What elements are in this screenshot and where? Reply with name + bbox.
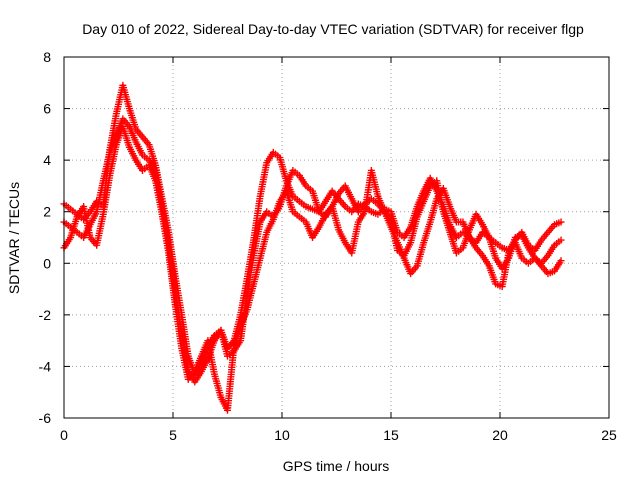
y-tick-label: -6: [39, 410, 52, 426]
y-tick-label: 6: [43, 101, 51, 117]
data-markers: [60, 81, 565, 414]
y-tick-label: 4: [43, 152, 51, 168]
y-tick-label: -2: [39, 307, 52, 323]
plot-frame: [63, 56, 610, 419]
data-point: [557, 257, 565, 265]
x-axis-title: GPS time / hours: [283, 458, 390, 474]
chart-title: Day 010 of 2022, Sidereal Day-to-day VTE…: [82, 21, 584, 37]
data-point: [557, 218, 565, 226]
x-tick-label: 5: [169, 427, 177, 443]
x-tick-label: 25: [601, 427, 617, 443]
x-tick-label: 15: [383, 427, 399, 443]
y-tick-label: 8: [43, 49, 51, 65]
x-tick-label: 10: [274, 427, 290, 443]
y-tick-label: 2: [43, 204, 51, 220]
y-axis-title: SDTVAR / TECUs: [6, 182, 22, 294]
x-tick-label: 20: [492, 427, 508, 443]
y-tick-label: 0: [43, 255, 51, 271]
y-tick-label: -4: [39, 358, 52, 374]
gridlines: [64, 57, 609, 418]
x-tick-label: 0: [60, 427, 68, 443]
axes: 0 5 10 15 20 25 -6 -4 -2 0 2 4 6 8: [39, 49, 617, 443]
data-point: [557, 236, 565, 244]
